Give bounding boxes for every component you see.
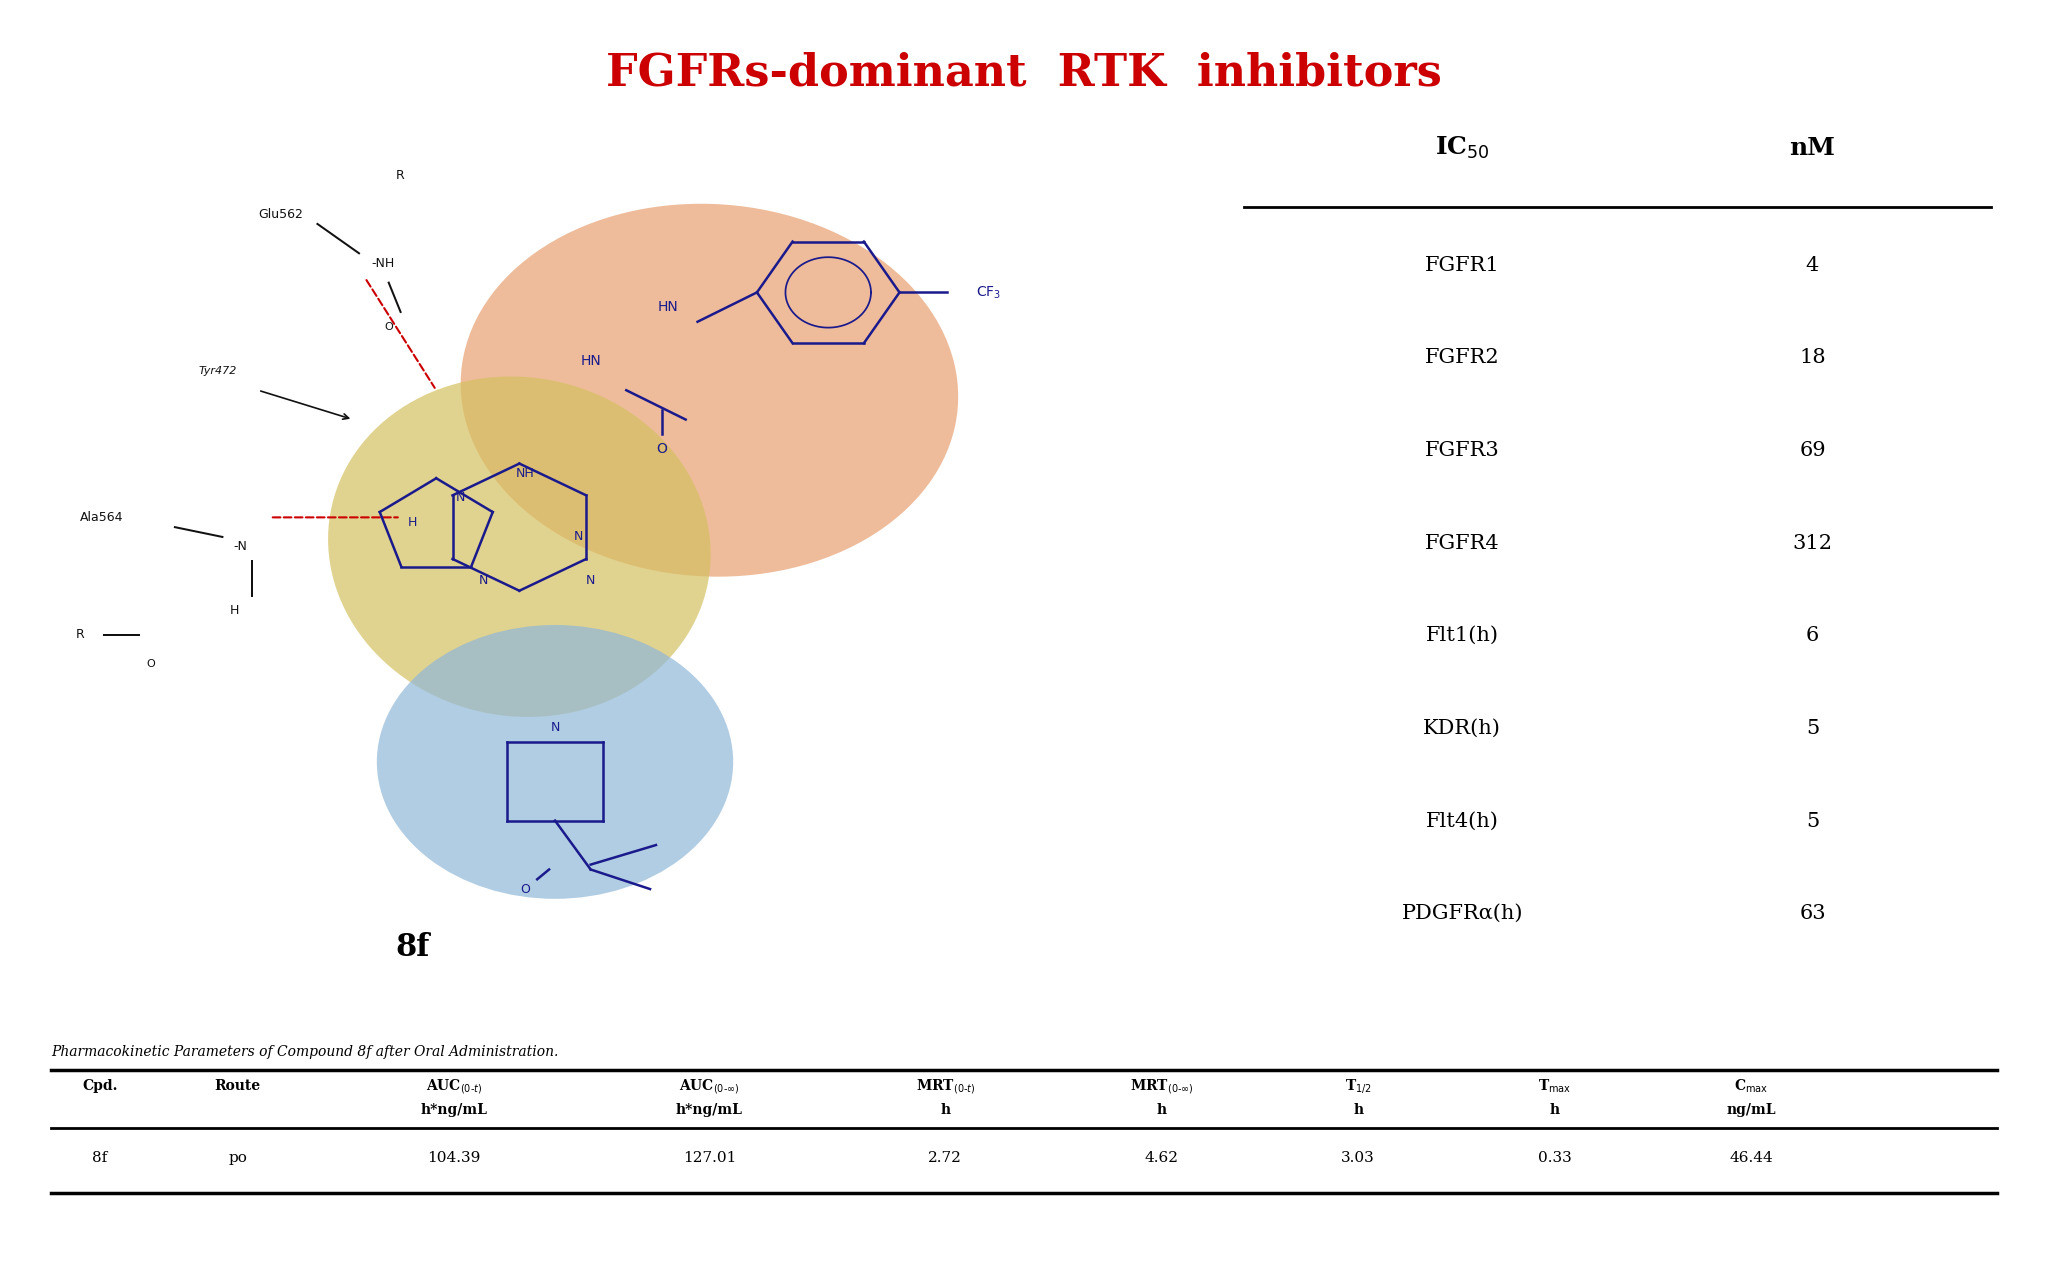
Text: 2.72: 2.72 — [928, 1152, 963, 1165]
Text: 6: 6 — [1806, 627, 1819, 645]
Text: HN: HN — [580, 354, 600, 368]
Text: IC$_{50}$: IC$_{50}$ — [1436, 135, 1489, 161]
Text: po: po — [227, 1152, 248, 1165]
Text: Tyr472: Tyr472 — [199, 366, 238, 376]
Text: N: N — [479, 574, 487, 587]
Text: 69: 69 — [1798, 441, 1827, 459]
Text: 18: 18 — [1798, 349, 1827, 367]
Text: ng/mL: ng/mL — [1726, 1103, 1776, 1117]
Text: 46.44: 46.44 — [1731, 1152, 1774, 1165]
Text: 0.33: 0.33 — [1538, 1152, 1571, 1165]
Text: h: h — [1354, 1103, 1364, 1117]
Text: FGFR1: FGFR1 — [1425, 256, 1499, 274]
Text: FGFR4: FGFR4 — [1425, 534, 1499, 552]
Text: 127.01: 127.01 — [682, 1152, 735, 1165]
Text: FGFR2: FGFR2 — [1425, 349, 1499, 367]
Text: h: h — [940, 1103, 950, 1117]
Text: T$_{\mathrm{max}}$: T$_{\mathrm{max}}$ — [1538, 1077, 1571, 1095]
Text: MRT$_{(0‑∞)}$: MRT$_{(0‑∞)}$ — [1130, 1077, 1194, 1097]
Text: Route: Route — [215, 1080, 260, 1094]
Text: N: N — [586, 574, 596, 587]
Text: 5: 5 — [1806, 719, 1819, 737]
Ellipse shape — [328, 377, 711, 717]
Text: -NH: -NH — [371, 256, 393, 269]
Text: FGFRs-dominant  RTK  inhibitors: FGFRs-dominant RTK inhibitors — [606, 51, 1442, 94]
Text: 4: 4 — [1806, 256, 1819, 274]
Text: Pharmacokinetic Parameters of Compound 8f after Oral Administration.: Pharmacokinetic Parameters of Compound 8… — [51, 1045, 559, 1059]
Text: NH: NH — [516, 467, 535, 480]
Text: O: O — [520, 883, 530, 896]
Text: FGFR3: FGFR3 — [1425, 441, 1499, 459]
Text: H: H — [229, 604, 240, 616]
Text: h: h — [1157, 1103, 1167, 1117]
Text: Flt1(h): Flt1(h) — [1425, 627, 1499, 645]
Text: Ala564: Ala564 — [80, 511, 123, 524]
Text: 3.03: 3.03 — [1341, 1152, 1374, 1165]
Text: C$_{\mathrm{max}}$: C$_{\mathrm{max}}$ — [1735, 1077, 1769, 1095]
Text: Cpd.: Cpd. — [82, 1080, 117, 1094]
Ellipse shape — [377, 625, 733, 898]
Text: MRT$_{(0‑t)}$: MRT$_{(0‑t)}$ — [915, 1077, 975, 1097]
Text: O: O — [147, 659, 156, 669]
Text: -N: -N — [233, 541, 248, 553]
Text: nM: nM — [1790, 136, 1835, 160]
Text: PDGFRα(h): PDGFRα(h) — [1401, 905, 1524, 923]
Text: O: O — [657, 441, 668, 456]
Text: KDR(h): KDR(h) — [1423, 719, 1501, 737]
Text: 63: 63 — [1798, 905, 1827, 923]
Text: T$_{1/2}$: T$_{1/2}$ — [1346, 1077, 1372, 1095]
Text: N: N — [551, 721, 559, 734]
Text: AUC$_{(0‑∞)}$: AUC$_{(0‑∞)}$ — [680, 1077, 739, 1097]
Text: O: O — [385, 322, 393, 332]
Text: 312: 312 — [1792, 534, 1833, 552]
Text: 104.39: 104.39 — [428, 1152, 481, 1165]
Text: R: R — [76, 628, 84, 641]
Text: h*ng/mL: h*ng/mL — [420, 1103, 487, 1117]
Text: 8f: 8f — [395, 932, 430, 963]
Ellipse shape — [461, 203, 958, 577]
Text: Flt4(h): Flt4(h) — [1425, 812, 1499, 830]
Text: N: N — [573, 530, 584, 543]
Text: HN: HN — [657, 300, 678, 314]
Text: H: H — [408, 516, 418, 529]
Text: CF$_3$: CF$_3$ — [977, 284, 1001, 301]
Text: 5: 5 — [1806, 812, 1819, 830]
Text: R: R — [395, 169, 406, 181]
Text: N: N — [455, 492, 465, 505]
Text: h: h — [1550, 1103, 1561, 1117]
Text: h*ng/mL: h*ng/mL — [676, 1103, 743, 1117]
Text: Glu562: Glu562 — [258, 207, 303, 220]
Text: AUC$_{(0‑t)}$: AUC$_{(0‑t)}$ — [426, 1077, 481, 1097]
Text: 4.62: 4.62 — [1145, 1152, 1180, 1165]
Text: 8f: 8f — [92, 1152, 109, 1165]
